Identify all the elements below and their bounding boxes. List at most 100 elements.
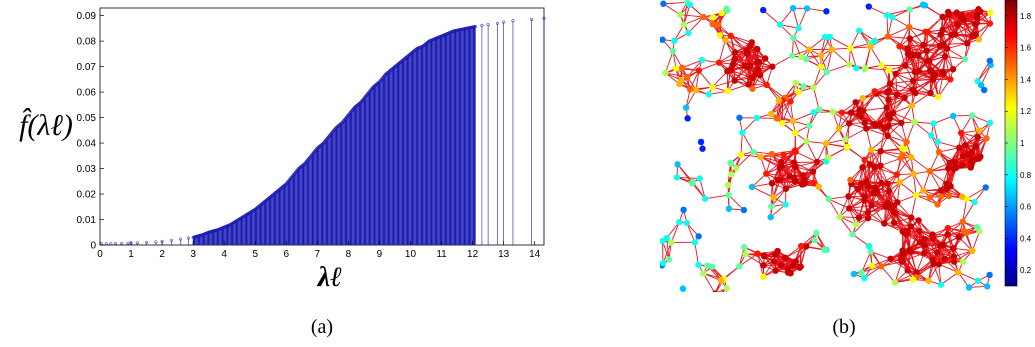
graph-edge (718, 40, 726, 63)
graph-node (944, 231, 951, 238)
graph-node (901, 62, 909, 69)
graph-node (885, 96, 892, 103)
graph-node (912, 192, 920, 199)
graph-edge (896, 182, 901, 203)
graph-node (842, 136, 849, 143)
graph-node (698, 311, 704, 317)
graph-edge (832, 111, 850, 124)
graph-edge (783, 154, 791, 177)
graph-node (762, 55, 769, 62)
graph-edge (760, 156, 782, 163)
graph-node (982, 184, 989, 191)
graph-edge (735, 151, 754, 169)
graph-node (737, 151, 745, 159)
graph-edge (738, 247, 745, 267)
graph-edge (912, 79, 934, 91)
stem-marker (145, 240, 149, 245)
graph-edge (957, 24, 976, 36)
graph-node (749, 85, 756, 92)
graph-edge (892, 112, 915, 123)
graph-node (926, 194, 934, 201)
graph-node (868, 146, 875, 153)
graph-edge (828, 198, 840, 218)
graph-node (806, 46, 813, 53)
graph-node (927, 67, 934, 74)
graph-node (920, 41, 927, 49)
graph-edge (869, 46, 883, 66)
graph-node (779, 120, 786, 127)
graph-edge (859, 93, 877, 111)
graph-node (858, 269, 865, 276)
graph-edge (712, 80, 735, 88)
graph-node (681, 304, 687, 310)
graph-node (701, 195, 709, 202)
graph-node (795, 88, 802, 96)
graph-edge (701, 305, 707, 314)
graph-node (747, 42, 754, 49)
graph-node (792, 79, 800, 87)
graph-node (685, 29, 692, 37)
graph-edge (845, 128, 867, 140)
graph-edge (684, 304, 705, 307)
graph-edge (802, 161, 818, 176)
y-tick-label: 0.04 (77, 139, 97, 150)
colorbar-tick-label: 1.4 (1020, 75, 1032, 84)
graph-edge (923, 34, 941, 46)
graph-edge (770, 188, 787, 207)
x-tick-label: 11 (436, 249, 447, 260)
graph-edge (746, 49, 766, 59)
graph-nodes (660, 0, 994, 317)
x-tick-label: 1 (128, 249, 134, 260)
graph-node (939, 68, 946, 75)
x-tick-label: 2 (159, 249, 165, 260)
graph-edge (704, 301, 723, 313)
graph-edge (666, 221, 680, 239)
graph-edge (871, 205, 885, 224)
graph-node (949, 112, 957, 120)
graph-node (977, 8, 984, 15)
graph-node (727, 32, 735, 40)
graph-edge (663, 3, 681, 16)
graph-edge (680, 14, 704, 18)
graph-node (863, 125, 870, 132)
graph-node (700, 270, 707, 277)
graph-edge (711, 300, 725, 309)
graph-node (780, 151, 787, 158)
graph-edge (947, 227, 954, 249)
graph-edge (850, 48, 857, 69)
graph-node (716, 32, 724, 39)
graph-node (813, 229, 820, 237)
graph-node (709, 21, 716, 28)
graph-node (955, 269, 962, 276)
graph-edge (684, 294, 685, 306)
graph-node (925, 277, 932, 284)
stem-marker (511, 19, 515, 23)
graph-node (908, 214, 915, 221)
graph-edge (820, 49, 833, 68)
graph-node (950, 253, 958, 260)
graph-node (759, 6, 767, 14)
graph-edge (779, 167, 787, 189)
graph-edge (946, 48, 954, 70)
graph-edge (940, 168, 949, 191)
graph-node (915, 67, 922, 75)
graph-node (871, 88, 878, 95)
graph-edge (699, 178, 706, 199)
graph-node (676, 218, 683, 226)
graph-node (939, 13, 946, 21)
graph-edge (714, 313, 723, 319)
x-tick-label: 5 (252, 249, 258, 260)
graph-node (776, 176, 784, 184)
graph-node (934, 138, 941, 146)
graph-node (847, 176, 854, 184)
graph-node (862, 64, 869, 72)
graph-node (909, 77, 917, 84)
graph-edge (850, 112, 867, 129)
graph-edge (766, 173, 791, 178)
x-tick-label: 6 (284, 249, 290, 260)
graph-node (916, 227, 923, 235)
graph-node (877, 162, 884, 169)
stem-plot-panel: 0 1 2 3 4 5 6 7 8 9 10 11 12 13 14 00.010.020.030.040.… (19, 7, 546, 338)
graph-edge (720, 287, 727, 292)
graph-node (733, 165, 740, 172)
